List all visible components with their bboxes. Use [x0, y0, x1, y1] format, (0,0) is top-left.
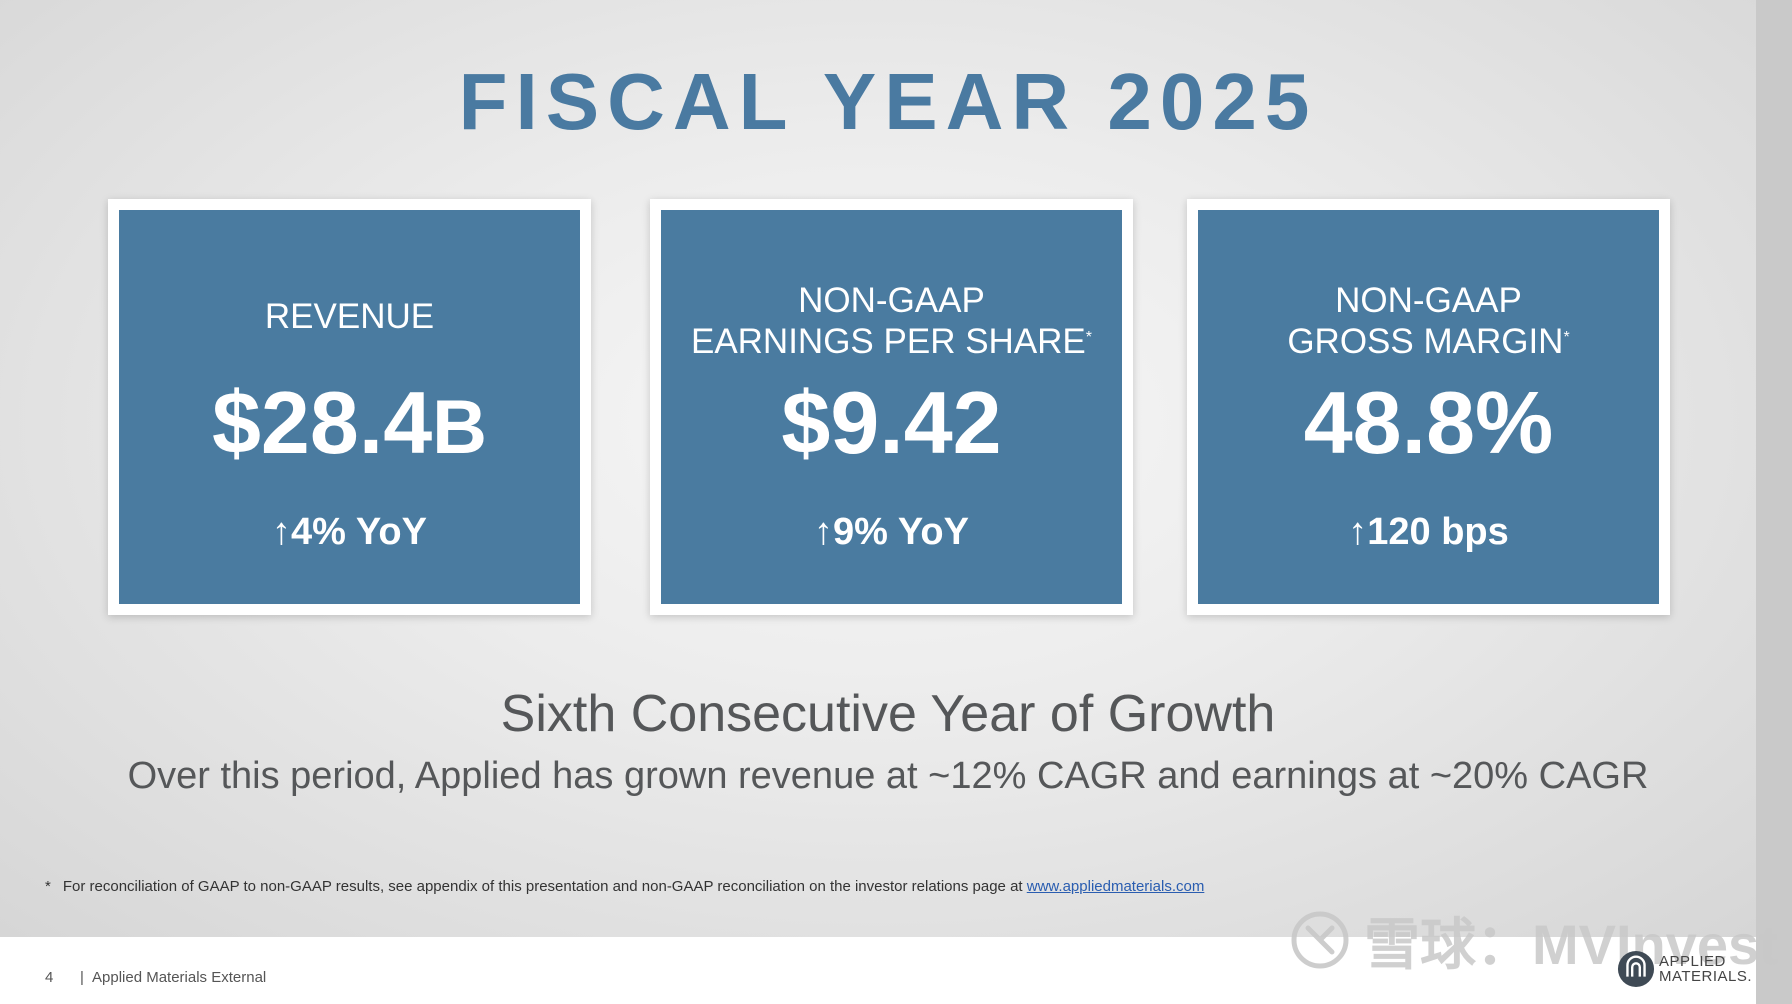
- revenue-change-text: 4% YoY: [291, 511, 427, 553]
- gross-margin-card: NON-GAAP GROSS MARGIN* 48.8% ↑120 bps: [1187, 199, 1670, 615]
- gross-margin-change: ↑120 bps: [1198, 510, 1659, 554]
- revenue-change: ↑4% YoY: [119, 510, 580, 554]
- logo-line2: MATERIALS.: [1659, 968, 1753, 985]
- eps-label: NON-GAAP EARNINGS PER SHARE*: [661, 280, 1122, 362]
- eps-card: NON-GAAP EARNINGS PER SHARE* $9.42 ↑9% Y…: [650, 199, 1133, 615]
- right-edge-strip: [1756, 0, 1792, 1004]
- revenue-value-main: $28.4: [211, 373, 433, 472]
- footnote: * For reconciliation of GAAP to non-GAAP …: [45, 878, 1204, 895]
- up-arrow-icon: ↑: [1348, 511, 1368, 553]
- applied-materials-logo: APPLIED MATERIALS.: [1617, 950, 1752, 988]
- eps-change: ↑9% YoY: [661, 510, 1122, 554]
- footnote-mark: *: [45, 878, 51, 895]
- headline: Sixth Consecutive Year of Growth: [500, 685, 1276, 743]
- eps-label-line1: NON-GAAP: [798, 281, 985, 320]
- gross-margin-label-line2-wrap: GROSS MARGIN*: [1198, 321, 1659, 362]
- gross-margin-card-panel: NON-GAAP GROSS MARGIN* 48.8% ↑120 bps: [1198, 210, 1659, 604]
- eps-card-panel: NON-GAAP EARNINGS PER SHARE* $9.42 ↑9% Y…: [661, 210, 1122, 604]
- eps-label-line2: EARNINGS PER SHARE: [690, 322, 1086, 361]
- gross-margin-label: NON-GAAP GROSS MARGIN*: [1198, 280, 1659, 362]
- applied-materials-logo-icon: [1617, 950, 1655, 988]
- revenue-card: REVENUE $28.4B ↑4% YoY: [108, 199, 591, 615]
- gross-margin-change-text: 120 bps: [1367, 511, 1509, 553]
- eps-value: $9.42: [781, 373, 1002, 472]
- watermark-text: 雪球：MVInvest: [1364, 912, 1778, 976]
- subline: Over this period, Applied has grown reve…: [127, 755, 1649, 797]
- revenue-label-text: REVENUE: [264, 297, 435, 336]
- revenue-label: REVENUE: [119, 296, 580, 337]
- revenue-value-unit: B: [432, 385, 488, 470]
- slide-title: FISCAL YEAR 2025: [458, 57, 1318, 146]
- up-arrow-icon: ↑: [814, 511, 834, 553]
- gross-margin-value: 48.8%: [1303, 373, 1554, 472]
- eps-label-line2-wrap: EARNINGS PER SHARE*: [661, 321, 1122, 362]
- page-number: 4: [45, 969, 54, 986]
- gross-margin-label-line1: NON-GAAP: [1335, 281, 1522, 320]
- gross-margin-label-line2: GROSS MARGIN: [1287, 322, 1564, 361]
- snowball-icon: [1291, 911, 1349, 969]
- footer: 4 | Applied Materials External: [0, 937, 1756, 1004]
- gross-margin-footnote-mark: *: [1563, 329, 1570, 346]
- watermark: 雪球：MVInvest: [1290, 905, 1778, 976]
- investor-relations-link[interactable]: www.appliedmaterials.com: [1026, 878, 1205, 895]
- eps-change-text: 9% YoY: [833, 511, 969, 553]
- footer-label: Applied Materials External: [92, 969, 267, 986]
- revenue-card-panel: REVENUE $28.4B ↑4% YoY: [119, 210, 580, 604]
- footer-separator: |: [80, 969, 84, 986]
- logo-line1: APPLIED: [1659, 953, 1726, 970]
- footnote-text: For reconciliation of GAAP to non-GAAP r…: [62, 878, 1027, 895]
- up-arrow-icon: ↑: [272, 511, 292, 553]
- eps-footnote-mark: *: [1085, 329, 1093, 346]
- revenue-value: $28.4B: [119, 373, 580, 478]
- slide: FISCAL YEAR 2025 REVENUE $28.4B ↑4% YoY …: [0, 0, 1756, 937]
- logo-wordmark: APPLIED MATERIALS.: [1659, 954, 1752, 984]
